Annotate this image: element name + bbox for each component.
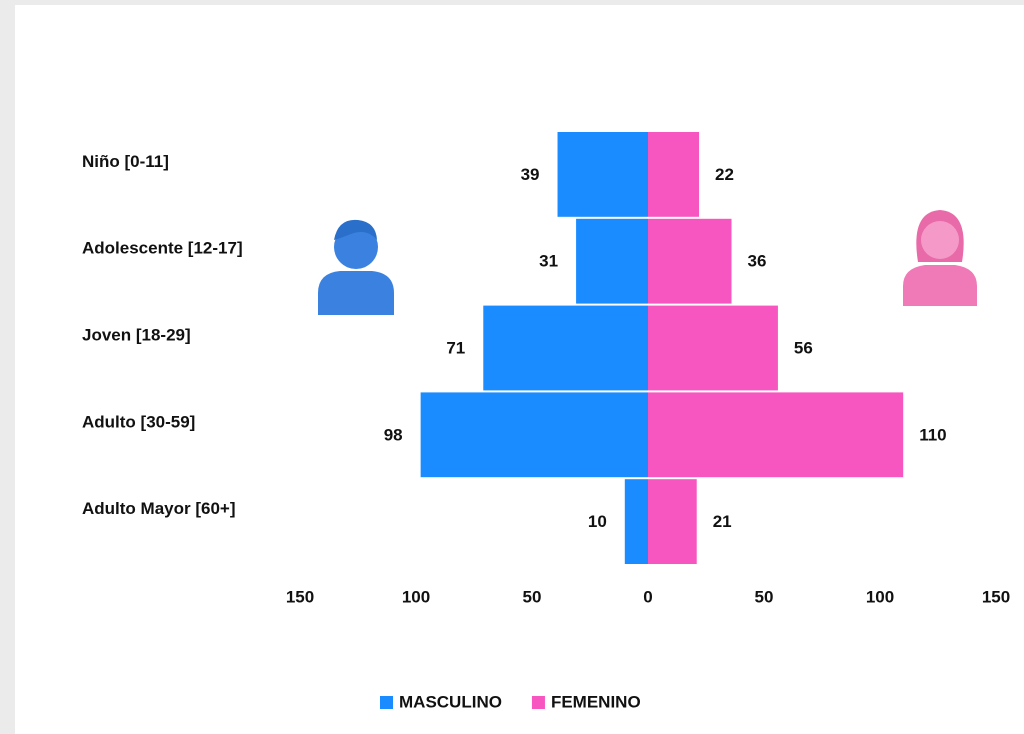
bar [557,132,648,217]
value-label: 39 [521,165,540,184]
x-tick-label: 150 [286,587,314,606]
value-label: 71 [446,338,465,357]
value-label: 110 [919,425,946,444]
bar [648,392,904,478]
bar [576,218,648,304]
bar [648,305,778,391]
x-tick-label: 50 [523,587,542,606]
bar [624,479,648,564]
male-icon [318,219,394,315]
bar [648,218,732,304]
category-label: Adulto Mayor [60+] [82,499,236,518]
x-tick-label: 100 [866,587,894,606]
value-label: 31 [539,252,558,271]
legend-label: FEMENINO [551,692,641,711]
bar [420,392,648,478]
value-label: 21 [713,512,732,531]
category-label: Joven [18-29] [82,325,191,344]
category-label: Niño [0-11] [82,152,169,171]
legend-label: MASCULINO [399,692,502,711]
value-label: 36 [748,252,767,271]
value-label: 22 [715,165,734,184]
category-label: Adolescente [12-17] [82,239,243,258]
category-label: Adulto [30-59] [82,412,195,431]
x-tick-label: 100 [402,587,430,606]
value-label: 56 [794,338,813,357]
bar [483,305,648,391]
value-label: 98 [384,425,403,444]
value-label: 10 [588,512,607,531]
legend-swatch [531,696,545,709]
bar [648,479,697,564]
female-icon [903,210,977,306]
x-tick-label: 50 [755,587,774,606]
legend-swatch [380,696,393,709]
x-tick-label: 150 [982,587,1010,606]
bar [648,132,700,217]
x-tick-label: 0 [643,587,652,606]
